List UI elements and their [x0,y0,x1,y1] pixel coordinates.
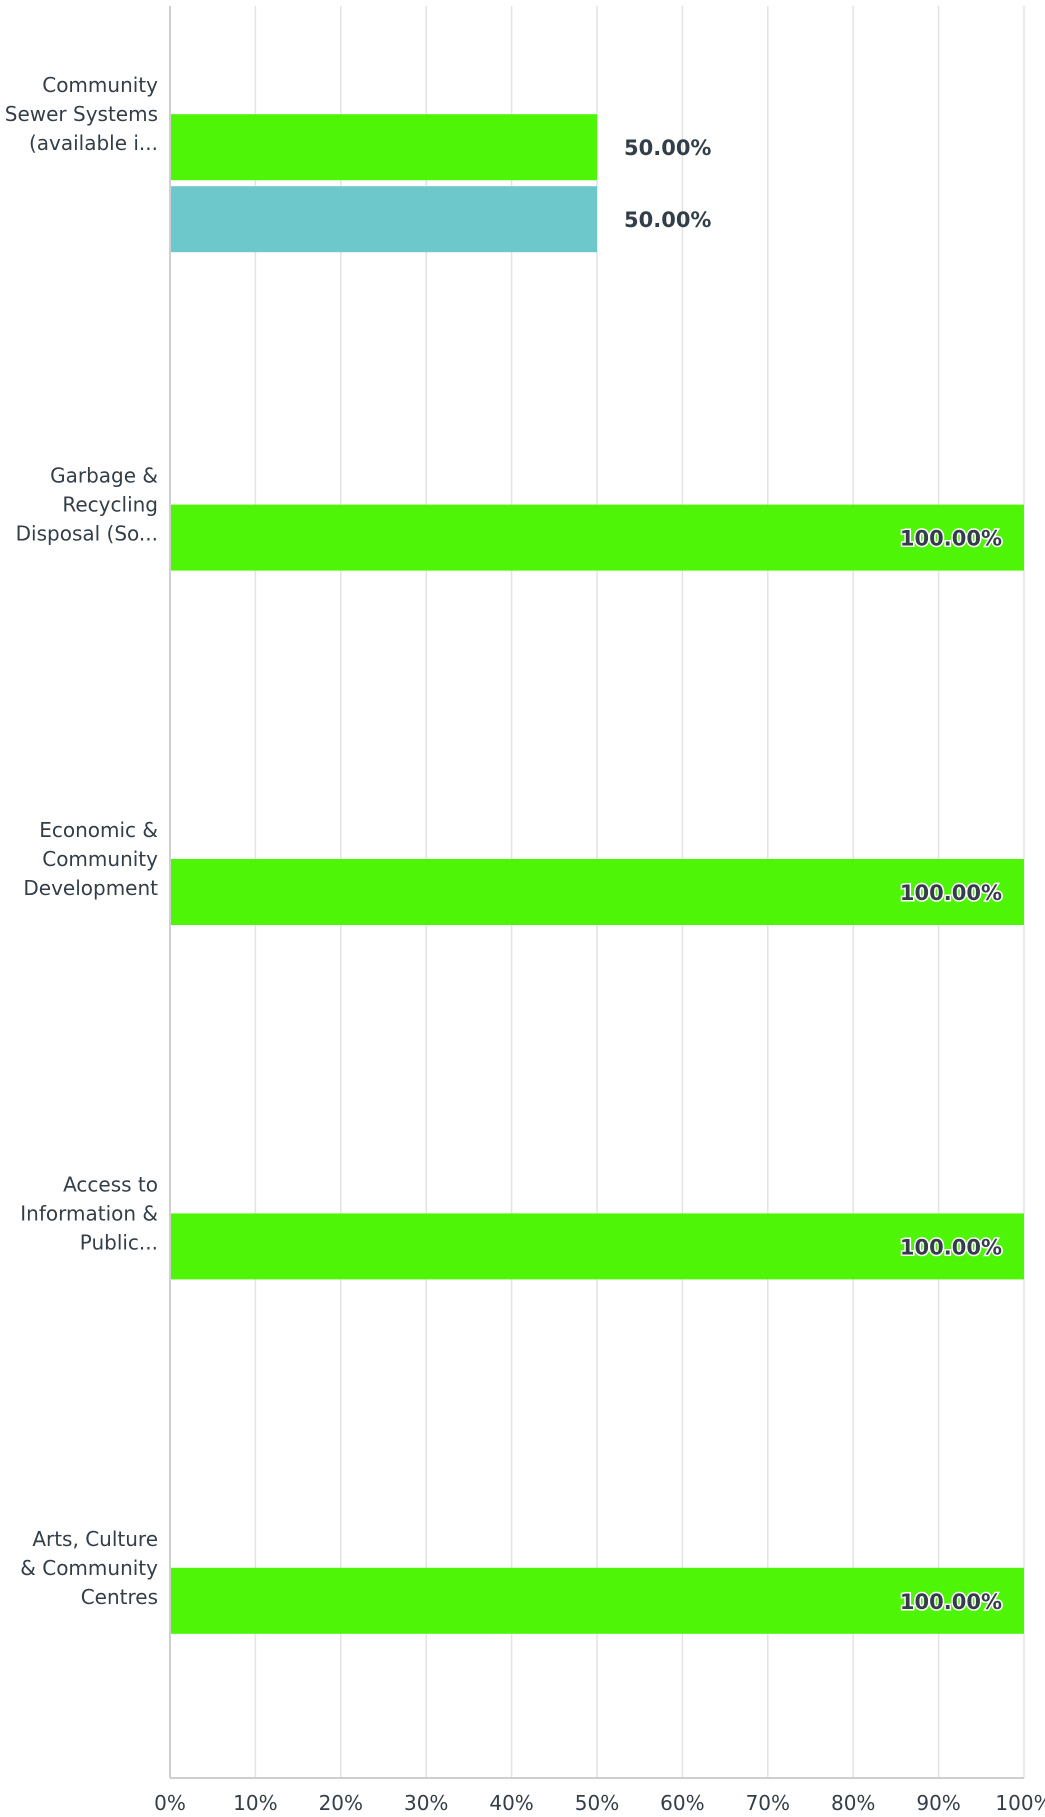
category-label-line: Garbage & [50,464,158,488]
bar [170,1213,1024,1280]
category-label-line: Public... [80,1230,158,1254]
category-label-line: Sewer Systems [5,102,158,126]
category-label-line: Arts, Culture [32,1527,158,1551]
category-labels: Community Sewer Systems (available i... Gar… [5,73,158,1609]
bar-value-label: 50.00% [624,208,711,232]
bars [170,114,1024,1634]
bar-value-label: 100.00% [900,527,1002,551]
category-label-line: Disposal (So... [16,522,158,546]
x-tick-label: 30% [404,1791,448,1815]
category-label: Economic & Community Development [23,818,158,900]
bar [170,1567,1024,1634]
x-tick-label: 80% [831,1791,875,1815]
bar-value-label: 100.00% [900,1235,1002,1259]
category-label: Community Sewer Systems (available i... [5,73,158,155]
category-label-line: Development [23,876,158,900]
bar [170,114,597,181]
bar [170,859,1024,925]
x-tick-label: 90% [916,1791,960,1815]
bar-value-label: 100.00% [900,881,1002,905]
x-axis: 0% 10% 20% 30% 40% 50% 60% 70% 80% 90% 100% [154,6,1045,1815]
bar [170,504,1024,571]
x-tick-label: 40% [489,1791,533,1815]
category-label-line: Economic & [39,818,158,842]
category-label-line: Community [42,847,158,871]
bar-value-label: 100.00% [900,1590,1002,1614]
category-label-line: Information & [20,1201,158,1225]
x-tick-label: 0% [154,1791,186,1815]
x-tick-label: 60% [660,1791,704,1815]
x-tick-label: 20% [319,1791,363,1815]
x-tick-label: 70% [746,1791,790,1815]
category-label: Arts, Culture & Community Centres [20,1527,158,1609]
x-tick-label: 10% [233,1791,277,1815]
category-label-line: (available i... [29,131,158,155]
category-label: Garbage & Recycling Disposal (So... [16,464,158,546]
category-label-line: Centres [81,1585,158,1609]
bar-value-label: 50.00% [624,136,711,160]
x-tick-label: 50% [575,1791,619,1815]
category-label-line: Community [42,73,158,97]
bar [170,186,597,253]
category-label-line: & Community [20,1556,158,1580]
value-labels: 50.00% 50.00% 100.00% 100.00% 100.00% 100.00% [624,136,1004,1615]
category-label: Access to Information & Public... [20,1172,158,1254]
category-label-line: Recycling [62,493,158,517]
category-label-line: Access to [63,1172,158,1196]
x-tick-label: 100% [995,1791,1045,1815]
